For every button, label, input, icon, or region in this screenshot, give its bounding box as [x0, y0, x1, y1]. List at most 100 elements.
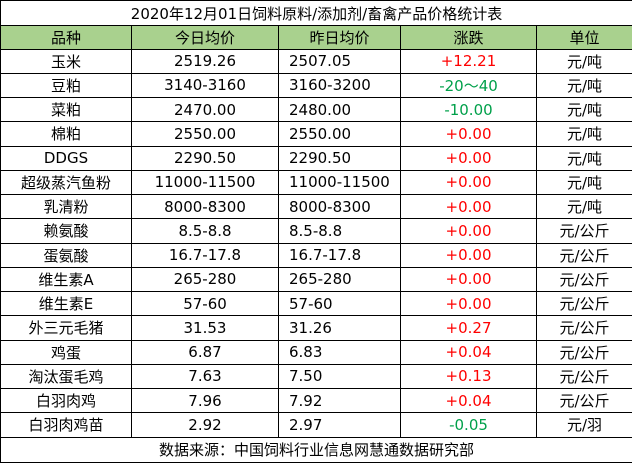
change: +0.00	[400, 266, 537, 293]
data-row: 外三元毛猪 31.53 31.26 +0.27 元/公斤	[0, 315, 632, 341]
footer: 数据来源：中国饲料行业信息网慧通数据研究部	[0, 436, 632, 463]
footer-row: 数据来源：中国饲料行业信息网慧通数据研究部	[0, 436, 632, 463]
unit: 元/吨	[535, 72, 632, 99]
header-cell: 单位	[535, 25, 632, 50]
yesterday-price: 2480.00	[278, 97, 401, 123]
change: +0.04	[400, 388, 537, 414]
item: 乳清粉	[0, 194, 132, 220]
change: +0.00	[400, 194, 537, 220]
unit: 元/公斤	[535, 291, 632, 317]
title-row: 2020年12月01日饲料原料/添加剂/畜禽产品价格统计表	[0, 0, 632, 27]
header-cell: 品种	[0, 25, 132, 50]
yesterday-price: 8000-8300	[278, 194, 401, 220]
change: +0.13	[400, 363, 537, 390]
data-row: 维生素A 265-280 265-280 +0.00 元/公斤	[0, 266, 632, 293]
item: 豆粕	[0, 72, 132, 99]
today-price: 7.63	[131, 363, 279, 390]
change: -0.05	[400, 412, 537, 438]
today-price: 16.7-17.8	[131, 242, 279, 268]
data-row: 菜粕 2470.00 2480.00 -10.00 元/吨	[0, 97, 632, 123]
item: DDGS	[0, 145, 132, 171]
today-price: 2519.26	[131, 48, 279, 74]
data-row: 白羽肉鸡 7.96 7.92 +0.04 元/公斤	[0, 388, 632, 414]
change: +0.04	[400, 339, 537, 365]
change: -10.00	[400, 97, 537, 123]
item: 维生素E	[0, 291, 132, 317]
unit: 元/羽	[535, 412, 632, 438]
yesterday-price: 3160-3200	[278, 72, 401, 99]
today-price: 6.87	[131, 339, 279, 365]
change: +0.00	[400, 291, 537, 317]
yesterday-price: 16.7-17.8	[278, 242, 401, 268]
today-price: 8000-8300	[131, 194, 279, 220]
item: 超级蒸汽鱼粉	[0, 169, 132, 196]
change: +0.00	[400, 242, 537, 268]
item: 菜粕	[0, 97, 132, 123]
item: 赖氨酸	[0, 218, 132, 244]
yesterday-price: 7.92	[278, 388, 401, 414]
change: +0.27	[400, 315, 537, 341]
change: +0.00	[400, 218, 537, 244]
data-row: 赖氨酸 8.5-8.8 8.5-8.8 +0.00 元/公斤	[0, 218, 632, 244]
yesterday-price: 2507.05	[278, 48, 401, 74]
data-row: 棉粕 2550.00 2550.00 +0.00 元/吨	[0, 121, 632, 147]
yesterday-price: 6.83	[278, 339, 401, 365]
title: 2020年12月01日饲料原料/添加剂/畜禽产品价格统计表	[0, 0, 632, 27]
yesterday-price: 265-280	[278, 266, 401, 293]
unit: 元/吨	[535, 48, 632, 74]
data-row: 淘汰蛋毛鸡 7.63 7.50 +0.13 元/公斤	[0, 363, 632, 390]
item: 白羽肉鸡苗	[0, 412, 132, 438]
change: +0.00	[400, 121, 537, 147]
item: 白羽肉鸡	[0, 388, 132, 414]
data-row: 玉米 2519.26 2507.05 +12.21 元/吨	[0, 48, 632, 74]
item: 外三元毛猪	[0, 315, 132, 341]
today-price: 57-60	[131, 291, 279, 317]
unit: 元/公斤	[535, 242, 632, 268]
yesterday-price: 2290.50	[278, 145, 401, 171]
item: 淘汰蛋毛鸡	[0, 363, 132, 390]
header-cell: 昨日均价	[278, 25, 401, 50]
data-row: DDGS 2290.50 2290.50 +0.00 元/吨	[0, 145, 632, 171]
today-price: 2.92	[131, 412, 279, 438]
today-price: 265-280	[131, 266, 279, 293]
unit: 元/公斤	[535, 388, 632, 414]
change: +12.21	[400, 48, 537, 74]
yesterday-price: 31.26	[278, 315, 401, 341]
today-price: 11000-11500	[131, 169, 279, 196]
today-price: 31.53	[131, 315, 279, 341]
data-row: 蛋氨酸 16.7-17.8 16.7-17.8 +0.00 元/公斤	[0, 242, 632, 268]
yesterday-price: 11000-11500	[278, 169, 401, 196]
item: 蛋氨酸	[0, 242, 132, 268]
unit: 元/吨	[535, 194, 632, 220]
change: +0.00	[400, 145, 537, 171]
today-price: 7.96	[131, 388, 279, 414]
unit: 元/吨	[535, 145, 632, 171]
header-cell: 今日均价	[131, 25, 279, 50]
data-row: 超级蒸汽鱼粉 11000-11500 11000-11500 +0.00 元/吨	[0, 169, 632, 196]
header-row: 品种 今日均价 昨日均价 涨跌 单位	[0, 25, 632, 50]
yesterday-price: 57-60	[278, 291, 401, 317]
item: 玉米	[0, 48, 132, 74]
header-cell: 涨跌	[400, 25, 537, 50]
yesterday-price: 7.50	[278, 363, 401, 390]
item: 维生素A	[0, 266, 132, 293]
today-price: 2290.50	[131, 145, 279, 171]
today-price: 3140-3160	[131, 72, 279, 99]
unit: 元/公斤	[535, 266, 632, 293]
unit: 元/公斤	[535, 218, 632, 244]
data-row: 豆粕 3140-3160 3160-3200 -20～40 元/吨	[0, 72, 632, 99]
yesterday-price: 2.97	[278, 412, 401, 438]
yesterday-price: 2550.00	[278, 121, 401, 147]
unit: 元/公斤	[535, 363, 632, 390]
data-row: 鸡蛋 6.87 6.83 +0.04 元/公斤	[0, 339, 632, 365]
today-price: 2470.00	[131, 97, 279, 123]
item: 棉粕	[0, 121, 132, 147]
change: -20～40	[400, 72, 537, 99]
today-price: 8.5-8.8	[131, 218, 279, 244]
data-row: 白羽肉鸡苗 2.92 2.97 -0.05 元/羽	[0, 412, 632, 438]
unit: 元/吨	[535, 169, 632, 196]
unit: 元/吨	[535, 97, 632, 123]
unit: 元/公斤	[535, 339, 632, 365]
